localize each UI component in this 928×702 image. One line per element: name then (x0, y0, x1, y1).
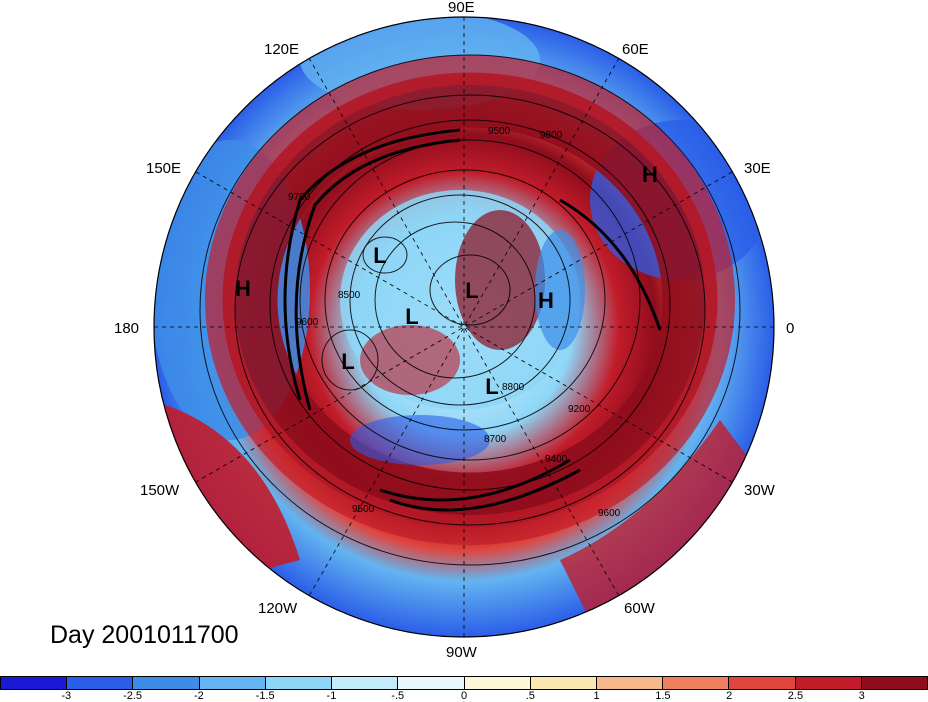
colorbar-swatch (596, 677, 664, 689)
colorbar-tick-label: -2 (193, 690, 204, 702)
pressure-center-high: H (235, 276, 251, 301)
colorbar-swatch (67, 677, 134, 689)
colorbar-swatch (332, 677, 399, 689)
pressure-center-low: L (373, 243, 386, 268)
colorbar-swatch (861, 677, 928, 689)
lon-label-120e: 120E (264, 41, 300, 58)
colorbar-swatch (795, 677, 862, 689)
lon-label-120w: 120W (258, 600, 298, 617)
contour-label: 9400 (545, 454, 568, 465)
graticule (154, 17, 774, 637)
pressure-center-low: L (405, 304, 418, 329)
colorbar-swatch (530, 677, 597, 689)
contour-label: 8700 (484, 434, 507, 445)
map-title: Day 2001011700 (50, 621, 239, 649)
colorbar-tick-label: 1.5 (655, 690, 671, 702)
lon-label-0: 0 (786, 320, 795, 337)
jet-contours (283, 128, 662, 512)
colorbar-tick-label: 2 (726, 690, 733, 702)
pressure-center-low: L (465, 278, 478, 303)
contour-label: 9600 (296, 317, 319, 328)
lon-label-30w: 30W (744, 482, 775, 499)
colorbar-swatch (729, 677, 796, 689)
map-boundary (153, 16, 775, 638)
pressure-center-low: L (341, 349, 354, 374)
contour-label: 8800 (502, 382, 525, 393)
colorbar-swatch (199, 677, 266, 689)
colorbar-swatch (265, 677, 333, 689)
colorbar-tick-label: 1 (593, 690, 600, 702)
lon-label-150w: 150W (140, 482, 180, 499)
colorbar-swatch (663, 677, 730, 689)
pressure-center-high: H (642, 162, 658, 187)
lon-label-60w: 60W (624, 600, 655, 617)
colorbar-swatch (133, 677, 200, 689)
colorbar (0, 676, 928, 690)
lon-label-90w: 90W (446, 644, 477, 661)
pressure-center-low: L (485, 374, 498, 399)
contour-label: 9800 (540, 130, 563, 141)
contour-label: 9500 (352, 504, 375, 515)
colorbar-tick-label: -1 (326, 690, 337, 702)
contour-label: 9700 (288, 192, 311, 203)
pressure-center-high: H (538, 288, 554, 313)
contour-label: 9600 (598, 508, 621, 519)
colorbar-tick-label: -.5 (391, 690, 405, 702)
lon-label-90e: 90E (448, 0, 475, 16)
colorbar-tick-label: -1.5 (255, 690, 275, 702)
colorbar-tick-label: 0 (460, 690, 468, 702)
contour-label: 9200 (568, 404, 591, 415)
lon-label-180: 180 (114, 320, 140, 337)
contour-label: 9500 (488, 126, 511, 137)
height-contours (199, 54, 741, 566)
lon-label-60e: 60E (622, 41, 649, 58)
lon-label-30e: 30E (744, 160, 771, 177)
contour-label: 8500 (338, 290, 361, 301)
colorbar-tick-label: 3 (858, 690, 865, 702)
colorbar-tick-label: -2.5 (123, 690, 143, 702)
colorbar-swatch (464, 677, 531, 689)
colorbar-tick-label: .5 (525, 690, 535, 702)
colorbar-swatch (398, 677, 465, 689)
colorbar-tick-label: -3 (61, 690, 72, 702)
colorbar-swatch (1, 677, 68, 689)
colorbar-tick-label: 2.5 (787, 690, 804, 702)
lon-label-150e: 150E (146, 160, 182, 177)
